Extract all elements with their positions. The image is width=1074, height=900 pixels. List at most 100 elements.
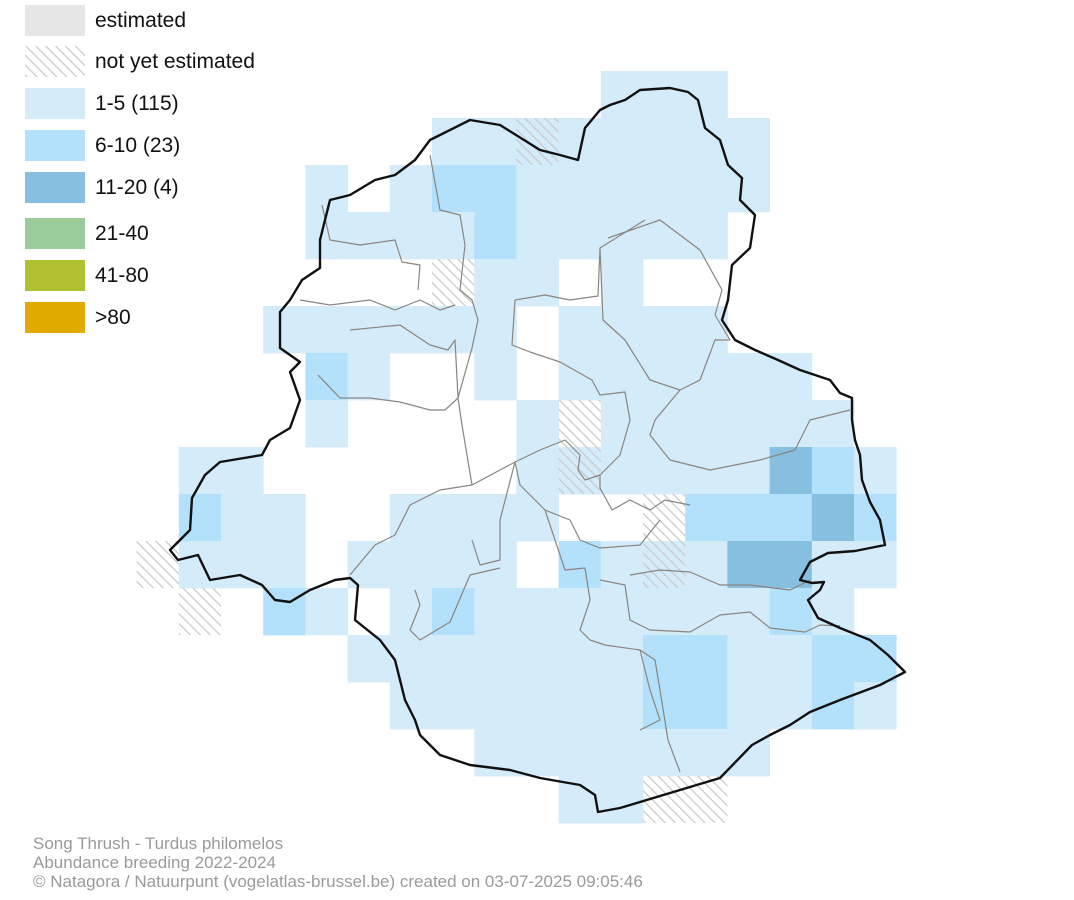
grid-cell-level-2: [685, 635, 728, 683]
commune-line: [349, 324, 459, 399]
grid-cell-level-1: [474, 588, 517, 636]
grid-cell-level-1: [178, 541, 222, 589]
grid-cell-level-2: [643, 635, 686, 683]
footer-credit: © Natagora / Natuurpunt (vogelatlas-brus…: [33, 872, 643, 891]
commune-line: [321, 204, 421, 291]
commune-line: [607, 219, 731, 341]
footer-dataset: Abundance breeding 2022-2024: [33, 853, 276, 872]
commune-line: [514, 461, 681, 773]
grid-cell-level-1: [600, 165, 644, 213]
legend-label: 1-5 (115): [95, 92, 179, 115]
commune-line: [471, 461, 516, 566]
commune-line: [599, 579, 841, 633]
legend-label: not yet estimated: [95, 50, 255, 73]
grid-cell-level-1: [474, 353, 517, 401]
grid-cell-level-1: [474, 118, 517, 166]
grid-cell-level-1: [474, 494, 517, 542]
grid-cell-level-1: [305, 165, 348, 213]
grid-cell-level-1: [600, 259, 644, 307]
grid-cell-level-1: [769, 353, 813, 401]
grid-cell-level-1: [221, 447, 264, 495]
grid-cell-level-1: [389, 682, 433, 730]
legend-swatch-21-40: [25, 218, 85, 249]
grid-cells-layer: [178, 71, 897, 824]
grid-cell-level-2: [854, 494, 897, 542]
legend-swatch-1-5: [25, 88, 85, 119]
grid-cell-level-1: [685, 541, 728, 589]
grid-cell-level-1: [600, 447, 644, 495]
grid-cell-level-2: [685, 494, 728, 542]
grid-cell-level-2: [685, 682, 728, 730]
grid-cell-level-1: [727, 165, 770, 213]
grid-cell-level-1: [685, 447, 728, 495]
legend-swatch-hatched: [25, 46, 85, 77]
grid-cell-level-1: [558, 682, 602, 730]
grid-cell-level-1: [643, 353, 686, 401]
grid-cell-level-1: [474, 259, 517, 307]
grid-cell-level-1: [727, 400, 770, 448]
grid-cell-not-yet-estimated: [643, 541, 686, 588]
map-footer: Song Thrush - Turdus philomelos Abundanc…: [33, 834, 643, 891]
grid-cell-level-1: [516, 635, 559, 683]
commune-line: [599, 247, 730, 391]
grid-cell-not-yet-estimated: [516, 118, 559, 165]
grid-cell-level-1: [727, 729, 770, 777]
grid-cell-level-1: [600, 118, 644, 166]
grid-cell-level-1: [305, 588, 348, 636]
grid-cell-level-2: [769, 588, 813, 636]
commune-line: [349, 484, 473, 576]
grid-cell-level-1: [516, 682, 559, 730]
grid-cell-level-1: [516, 729, 559, 777]
grid-cell-level-1: [558, 353, 602, 401]
grid-cell-level-1: [643, 118, 686, 166]
commune-line: [544, 509, 661, 549]
grid-cell-level-1: [347, 635, 391, 683]
grid-cell-level-1: [432, 541, 475, 589]
grid-cell-level-1: [600, 400, 644, 448]
grid-cell-level-1: [727, 118, 770, 166]
legend-label: >80: [95, 306, 131, 329]
grid-cell-level-2: [769, 494, 813, 542]
grid-cell-level-1: [854, 682, 897, 730]
grid-cell-level-1: [432, 306, 475, 354]
grid-cell-not-yet-estimated: [178, 588, 221, 635]
grid-cell-level-1: [516, 447, 559, 495]
legend-label: 21-40: [95, 222, 149, 245]
grid-cell-level-1: [389, 541, 433, 589]
legend-swatch-estimated: [25, 5, 85, 36]
grid-cell-level-1: [600, 682, 644, 730]
grid-cell-level-1: [643, 212, 686, 260]
grid-cell-level-1: [643, 165, 686, 213]
footer-species: Song Thrush - Turdus philomelos: [33, 834, 284, 853]
grid-cell-level-1: [600, 306, 644, 354]
grid-cell-level-1: [305, 306, 348, 354]
commune-line: [639, 649, 661, 731]
grid-cell-level-1: [769, 682, 813, 730]
grid-cell-level-1: [474, 306, 517, 354]
grid-cell-level-1: [474, 682, 517, 730]
grid-cell-level-1: [685, 400, 728, 448]
grid-cell-level-2: [305, 353, 348, 401]
legend-item-11-20: 11-20 (4): [25, 171, 325, 205]
grid-cell-level-1: [769, 635, 813, 683]
legend-item-estimated: estimated: [25, 4, 325, 38]
grid-cell-level-1: [643, 306, 686, 354]
grid-cell-level-1: [389, 306, 433, 354]
commune-line: [429, 154, 516, 486]
grid-cell-level-1: [600, 212, 644, 260]
grid-cell-level-1: [516, 400, 559, 448]
grid-cell-level-1: [516, 588, 559, 636]
grid-cell-level-1: [727, 682, 770, 730]
grid-cell-level-3: [769, 447, 813, 495]
grid-cell-not-yet-estimated: [685, 776, 728, 823]
legend-swatch-6-10: [25, 130, 85, 161]
grid-cell-level-1: [558, 635, 602, 683]
grid-cell-level-1: [305, 400, 348, 448]
grid-cell-level-1: [432, 212, 475, 260]
grid-cell-level-2: [811, 635, 855, 683]
grid-cell-level-1: [685, 306, 728, 354]
grid-cell-level-1: [389, 165, 433, 213]
legend-label: 6-10 (23): [95, 134, 181, 157]
grid-cell-level-1: [432, 682, 475, 730]
grid-cell-level-1: [685, 212, 728, 260]
